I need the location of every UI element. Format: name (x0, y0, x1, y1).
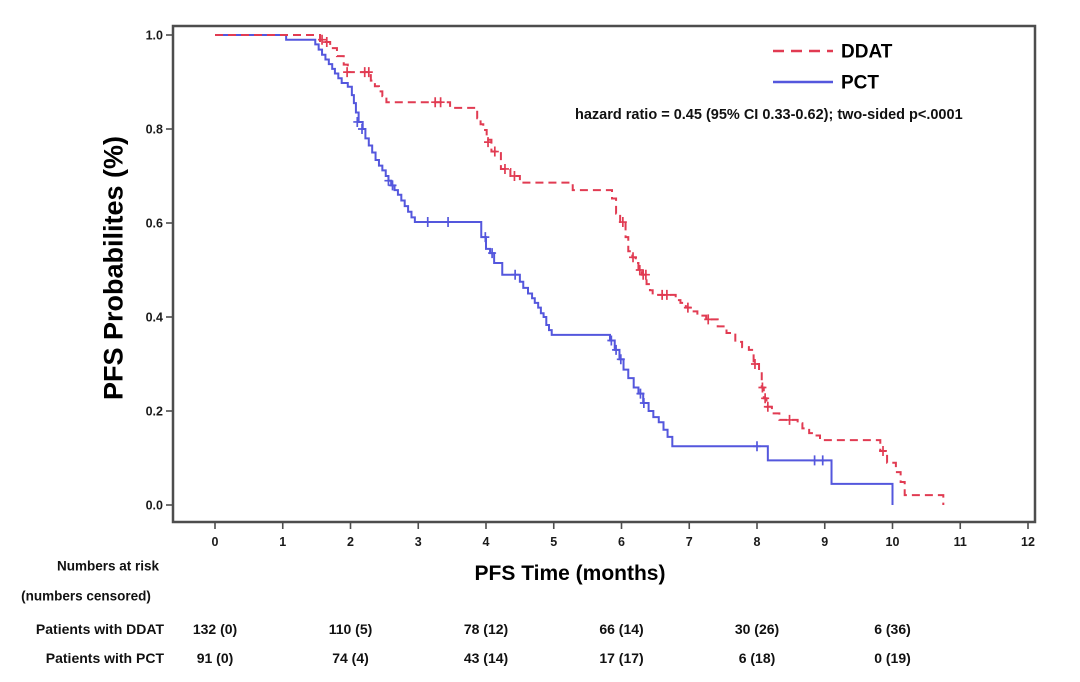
censor-mark-pct (444, 217, 453, 228)
censor-mark-ddat (510, 171, 519, 181)
censor-mark-ddat (364, 67, 373, 78)
risk-value: 6 (36) (874, 621, 911, 637)
censor-mark-pct (612, 344, 621, 355)
y-tick-label: 0.8 (146, 123, 163, 137)
censor-mark-ddat (662, 289, 671, 300)
x-tick-label: 0 (212, 535, 219, 549)
censor-mark-pct (388, 180, 397, 191)
censor-mark-pct (636, 388, 645, 399)
plot-border (171, 24, 1037, 524)
risk-value: 0 (19) (874, 650, 911, 666)
censor-mark-ddat (704, 314, 713, 325)
censor-mark-ddat (763, 401, 772, 412)
x-tick-label: 3 (415, 535, 422, 549)
legend-label-ddat: DDAT (841, 42, 893, 63)
censor-mark-ddat (343, 67, 352, 78)
censor-mark-pct (753, 441, 761, 452)
x-axis-title: PFS Time (months) (474, 562, 666, 585)
censor-mark-pct (818, 455, 827, 466)
censor-mark-ddat (758, 382, 767, 393)
y-tick-label: 0.4 (146, 311, 163, 325)
y-tick-label: 1.0 (146, 29, 163, 43)
censor-mark-pct (481, 232, 490, 243)
risk-table-header-line2: (numbers censored) (21, 588, 151, 604)
censor-mark-pct (423, 217, 432, 228)
censor-mark-ddat (484, 137, 493, 148)
censor-mark-ddat (785, 414, 794, 425)
risk-value: 43 (14) (463, 650, 509, 666)
risk-value: 17 (17) (599, 650, 644, 666)
y-axis-title: PFS Probabilites (%) (98, 135, 129, 401)
censor-mark-pct (810, 455, 819, 466)
risk-row-label-pct: Patients with PCT (45, 650, 164, 666)
risk-table-header-line1: Numbers at risk (56, 558, 160, 574)
x-tick-label: 9 (821, 535, 828, 549)
series-pct-curve (215, 34, 894, 505)
x-tick-label: 12 (1021, 535, 1035, 549)
censor-mark-ddat (641, 269, 650, 280)
km-chart-svg: 0.00.20.40.60.81.00 1 2 3 4 5 6 7 8 9 10 11 12DDATPC… (146, 24, 1037, 549)
risk-row-label-ddat: Patients with DDAT (35, 621, 164, 637)
censor-mark-ddat (629, 252, 638, 263)
x-tick-label: 8 (754, 535, 761, 549)
risk-value: 110 (5) (328, 621, 373, 637)
risk-value: 6 (18) (738, 650, 776, 666)
y-tick-label: 0.2 (146, 405, 163, 419)
risk-value: 66 (14) (599, 621, 644, 637)
legend-label-pct: PCT (841, 73, 879, 94)
censor-mark-ddat (683, 302, 692, 313)
censor-mark-ddat (500, 163, 509, 174)
x-tick-label: 2 (347, 535, 354, 549)
censor-mark-ddat (436, 97, 445, 108)
censor-mark-pct (616, 354, 625, 365)
x-tick-label: 7 (686, 535, 693, 549)
censor-mark-pct (511, 269, 520, 280)
x-tick-label: 1 (279, 535, 286, 549)
x-tick-label: 6 (618, 535, 625, 549)
x-tick-label: 10 (886, 535, 900, 549)
censor-mark-pct (639, 398, 648, 409)
y-tick-label: 0.6 (146, 217, 163, 231)
censor-mark-ddat (618, 217, 627, 228)
censor-mark-ddat (322, 37, 331, 48)
risk-value: 91 (0) (196, 650, 234, 666)
censor-mark-ddat (879, 445, 888, 456)
hazard-ratio-annotation: hazard ratio = 0.45 (95% CI 0.33-0.62); … (575, 107, 963, 123)
x-tick-label: 11 (954, 535, 967, 549)
x-tick-label: 5 (550, 535, 557, 549)
risk-value: 30 (26) (734, 621, 780, 637)
censor-mark-ddat (318, 34, 327, 45)
y-tick-label: 0.0 (146, 499, 163, 513)
censor-mark-ddat (490, 146, 499, 157)
risk-value: 132 (0) (192, 621, 238, 637)
series-ddat-curve (215, 34, 945, 505)
risk-value: 74 (4) (332, 650, 369, 666)
censor-mark-pct (488, 248, 497, 259)
censor-mark-pct (358, 124, 367, 134)
censor-mark-ddat (761, 393, 770, 404)
censor-mark-pct (384, 175, 393, 186)
censor-mark-ddat (750, 359, 759, 369)
x-tick-label: 4 (483, 535, 490, 549)
censor-mark-pct (353, 116, 362, 127)
risk-value: 78 (12) (463, 621, 509, 637)
censor-mark-pct (607, 335, 616, 346)
